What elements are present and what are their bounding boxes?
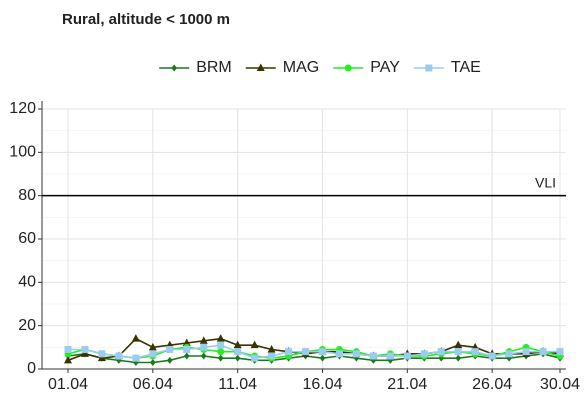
y-tick-label: 20 (18, 317, 36, 334)
reference-label: VLI (535, 174, 556, 190)
point (386, 352, 394, 360)
point (216, 334, 225, 342)
legend-label: PAY (370, 59, 400, 76)
point (344, 64, 352, 72)
point (233, 340, 242, 349)
point (80, 349, 89, 357)
point (318, 348, 326, 356)
point (256, 63, 265, 71)
point (539, 348, 547, 356)
point (166, 346, 174, 353)
point (200, 352, 207, 360)
point (250, 340, 259, 349)
point (149, 350, 157, 358)
point (150, 359, 156, 366)
point (115, 352, 123, 360)
point (335, 350, 343, 358)
point (81, 346, 89, 353)
point (522, 348, 530, 356)
point (369, 352, 377, 360)
point (64, 355, 72, 364)
y-tick-label: 120 (9, 100, 36, 117)
x-tick-label: 01.04 (48, 376, 88, 393)
point (199, 336, 208, 344)
point (166, 356, 173, 364)
point (183, 352, 190, 360)
legend: BRM MAG PAY TAE (159, 59, 481, 76)
point (200, 343, 208, 351)
point (132, 354, 140, 362)
x-tick-label: 30.04 (540, 376, 580, 393)
x-tick-label: 16.04 (302, 376, 342, 393)
point (234, 348, 242, 356)
point (285, 348, 293, 356)
x-tick-label: 26.04 (472, 376, 512, 393)
legend-label: TAE (451, 59, 481, 76)
point (171, 64, 178, 72)
point (217, 354, 224, 362)
point (267, 345, 276, 353)
point (302, 348, 310, 356)
point (505, 350, 513, 358)
y-tick-label: 60 (18, 230, 36, 247)
point (454, 340, 463, 349)
point (182, 338, 191, 346)
point (131, 334, 140, 342)
x-tick-label: 11.04 (218, 376, 257, 393)
y-tick-label: 0 (27, 360, 36, 377)
point (97, 353, 106, 362)
point (268, 352, 276, 360)
point (64, 346, 72, 353)
point (437, 348, 445, 356)
point (319, 354, 326, 362)
point (183, 346, 191, 353)
series-line (67, 353, 561, 364)
point (420, 350, 428, 358)
point (488, 352, 496, 360)
point (234, 354, 241, 362)
y-tick-label: 100 (9, 144, 36, 161)
point (403, 352, 411, 360)
point (98, 350, 106, 358)
point (454, 348, 462, 356)
y-tick-label: 80 (18, 187, 36, 204)
legend-label: MAG (283, 59, 319, 76)
point (425, 64, 433, 72)
legend-label: BRM (196, 59, 232, 76)
x-tick-label: 21.04 (387, 376, 427, 393)
point (217, 341, 225, 349)
point (352, 350, 360, 358)
x-tick-label: 06.04 (133, 376, 173, 393)
point (251, 354, 259, 362)
point (471, 348, 479, 356)
point (148, 342, 157, 351)
point (217, 348, 225, 356)
point (556, 348, 564, 356)
point (455, 354, 462, 362)
chart-title: Rural, altitude < 1000 m (62, 11, 230, 28)
y-tick-label: 40 (18, 274, 36, 291)
